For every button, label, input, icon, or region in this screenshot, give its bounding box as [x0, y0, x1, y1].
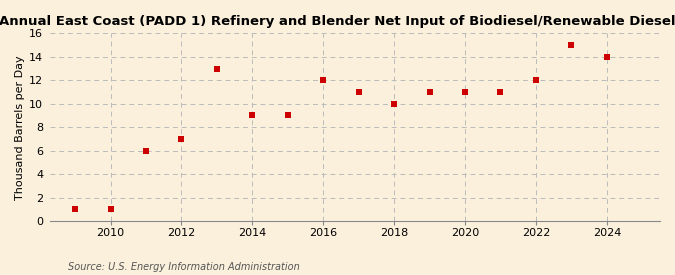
Title: Annual East Coast (PADD 1) Refinery and Blender Net Input of Biodiesel/Renewable: Annual East Coast (PADD 1) Refinery and … — [0, 15, 675, 28]
Y-axis label: Thousand Barrels per Day: Thousand Barrels per Day — [15, 55, 25, 199]
Point — [566, 43, 576, 47]
Point — [389, 101, 400, 106]
Point — [70, 207, 80, 211]
Point — [176, 137, 187, 141]
Point — [353, 90, 364, 94]
Point — [282, 113, 293, 118]
Text: Source: U.S. Energy Information Administration: Source: U.S. Energy Information Administ… — [68, 262, 299, 272]
Point — [247, 113, 258, 118]
Point — [601, 55, 612, 59]
Point — [460, 90, 470, 94]
Point — [495, 90, 506, 94]
Point — [140, 148, 151, 153]
Point — [211, 66, 222, 71]
Point — [531, 78, 541, 82]
Point — [105, 207, 116, 211]
Point — [424, 90, 435, 94]
Point — [318, 78, 329, 82]
